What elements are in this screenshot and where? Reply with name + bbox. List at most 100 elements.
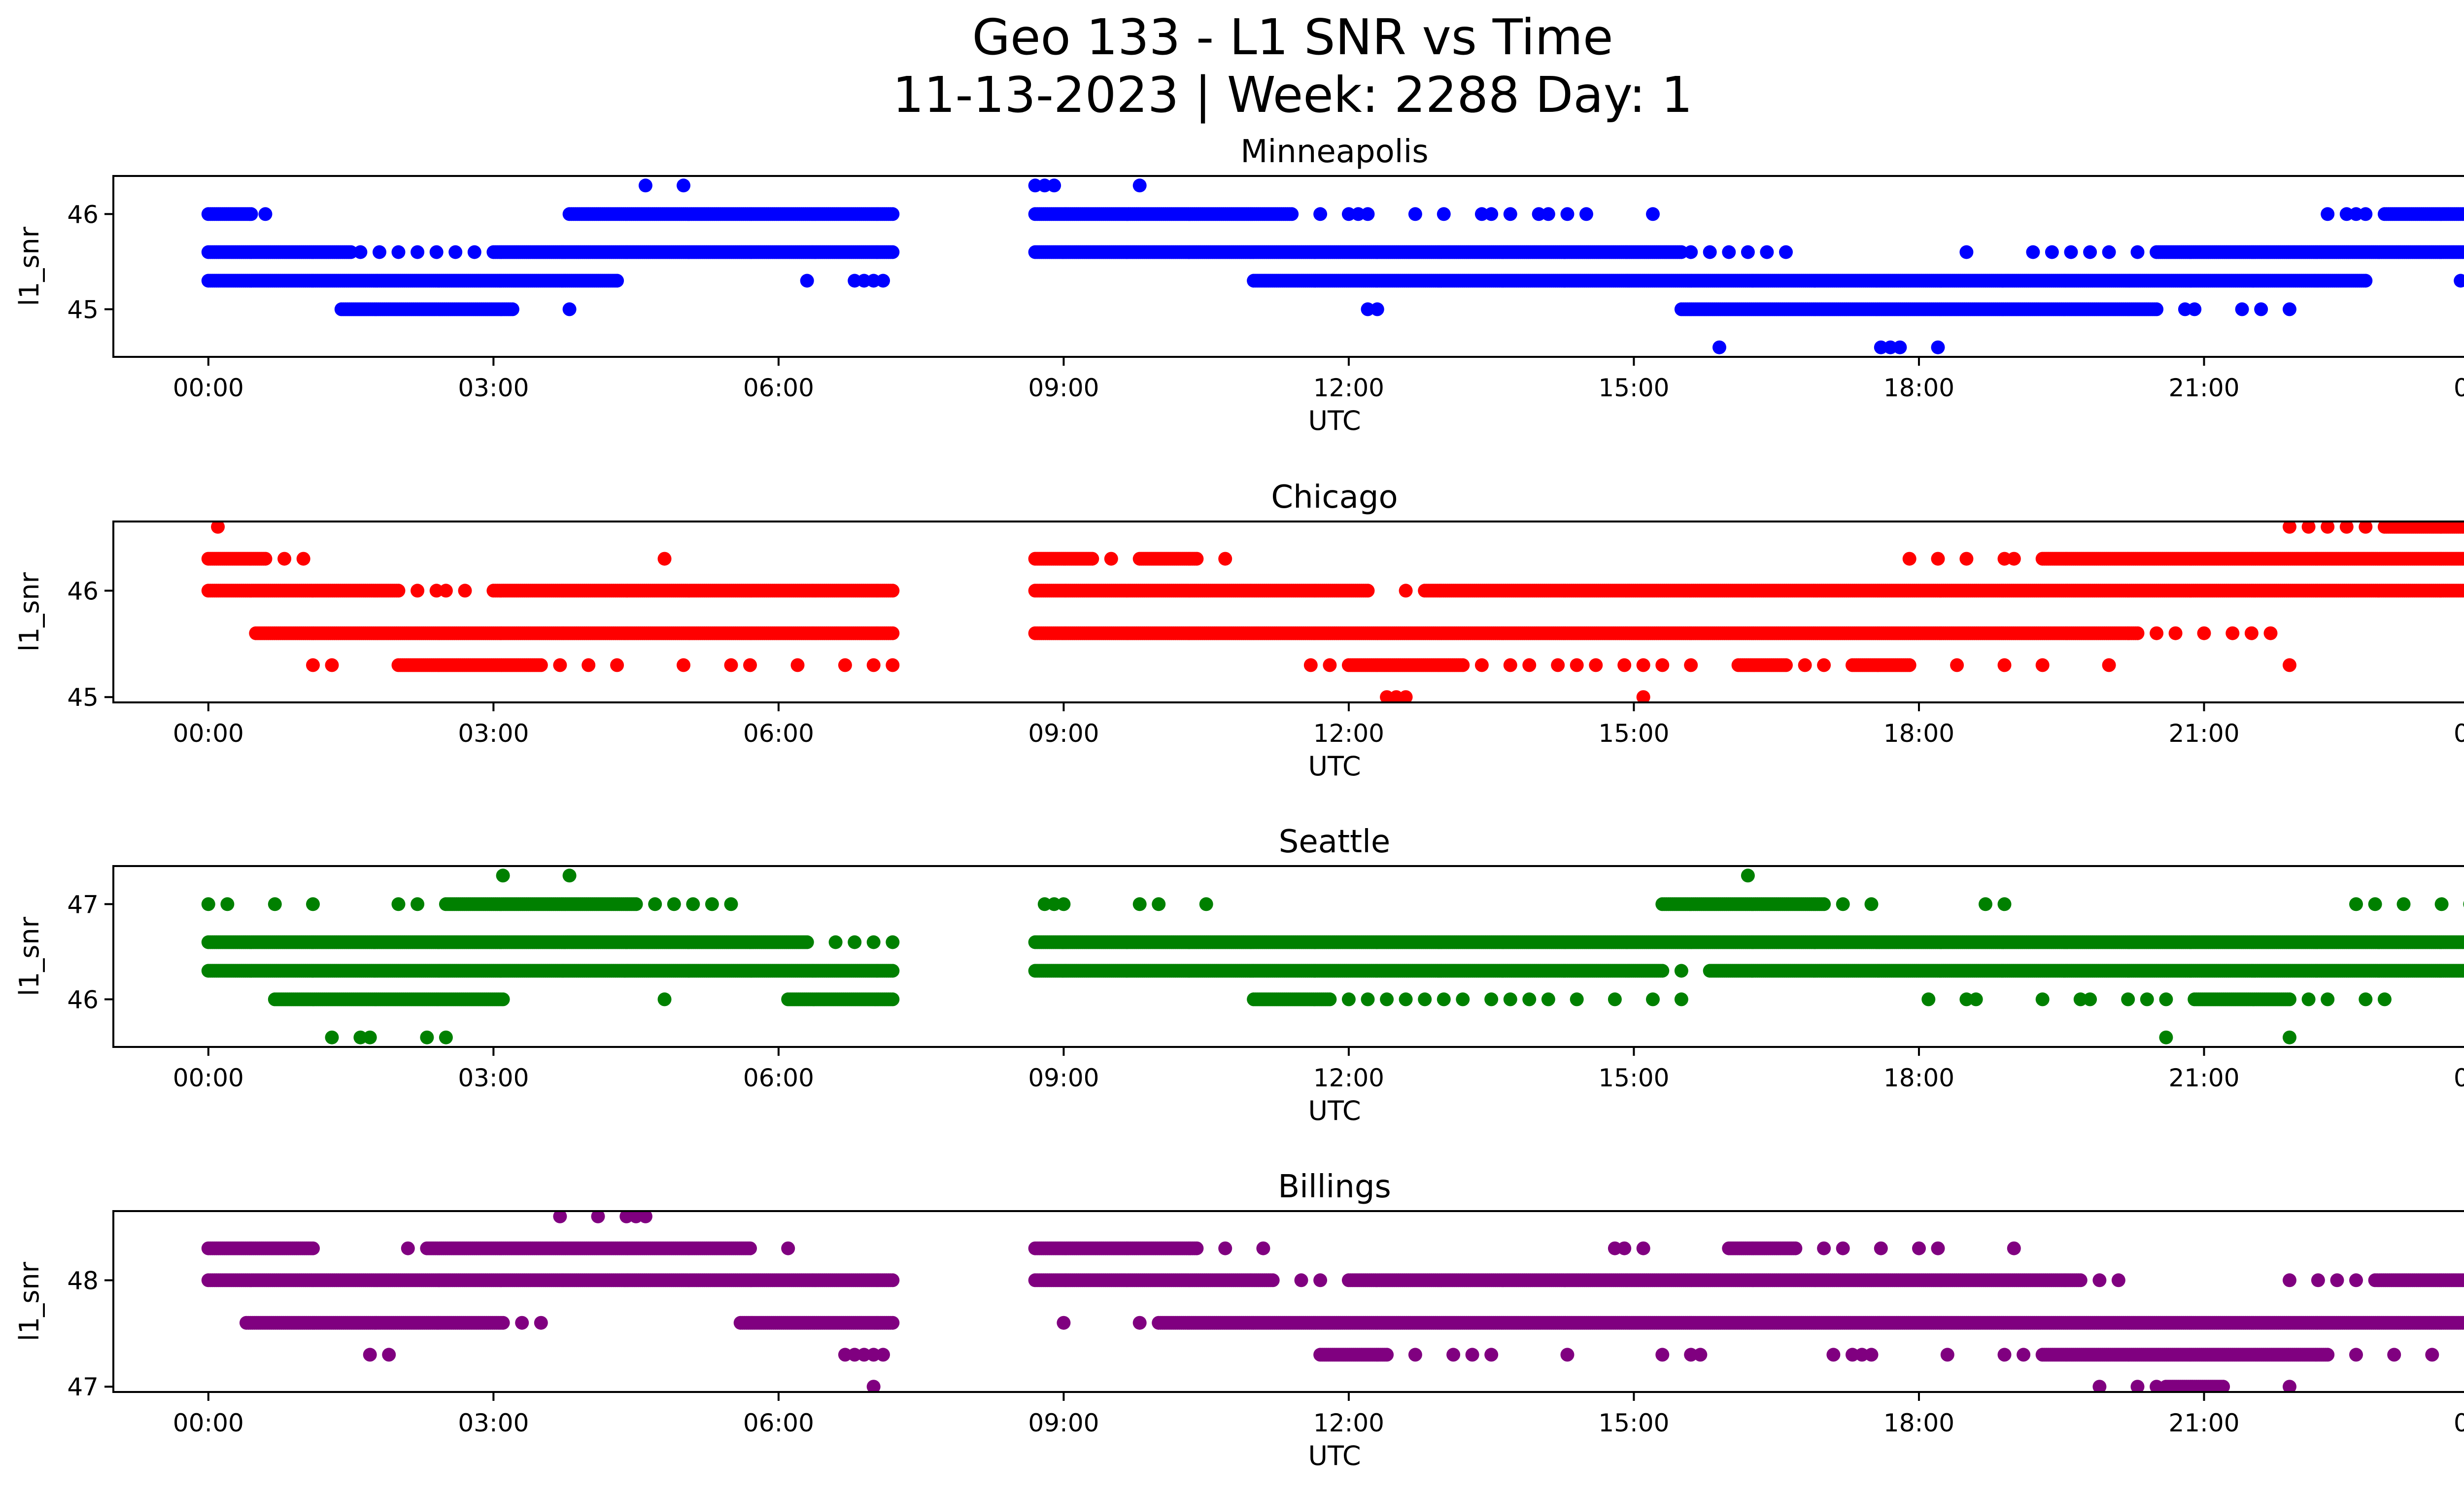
data-point: [562, 302, 577, 316]
data-point: [2434, 897, 2449, 911]
data-point: [2359, 522, 2373, 534]
figure-title-line2: 11-13-2023 | Week: 2288 Day: 1: [892, 66, 1692, 124]
data-point: [2263, 626, 2278, 640]
data-point: [2339, 207, 2354, 221]
data-point: [705, 897, 719, 911]
x-tick-label: 12:00: [1313, 374, 1384, 402]
data-point: [1532, 207, 1546, 221]
plot-frame: [112, 521, 2464, 703]
data-point: [411, 584, 425, 598]
data-point: [790, 658, 805, 672]
x-tick-label: 00:00: [2454, 374, 2464, 402]
data-point: [2321, 207, 2335, 221]
data-point: [2225, 626, 2240, 640]
data-point: [1893, 340, 1907, 354]
data-point: [244, 207, 258, 221]
data-point: [886, 626, 900, 640]
data-point: [1285, 207, 1299, 221]
data-point: [429, 245, 444, 259]
data-point: [1712, 340, 1726, 354]
data-point: [2359, 274, 2373, 288]
data-point: [439, 584, 453, 598]
data-point: [1798, 658, 1812, 672]
data-point: [886, 207, 900, 221]
data-point: [2283, 658, 2296, 672]
x-tick-label: 15:00: [1598, 374, 1669, 402]
data-point: [677, 658, 690, 672]
y-axis-label: l1_snr: [14, 226, 45, 306]
data-point: [1132, 178, 1147, 193]
data-point: [353, 245, 368, 259]
data-point: [2102, 245, 2116, 259]
data-point: [448, 245, 463, 259]
data-point: [2130, 626, 2145, 640]
data-point: [2462, 585, 2464, 596]
x-tick-label: 03:00: [458, 374, 529, 402]
data-point: [411, 245, 425, 259]
data-point: [1503, 658, 1517, 672]
y-tick-label: 45: [67, 295, 99, 324]
data-point: [1959, 245, 1974, 259]
y-tick-label: 46: [67, 577, 99, 605]
data-point: [1474, 207, 1489, 221]
data-point: [2178, 302, 2192, 316]
data-point: [1399, 690, 1413, 702]
data-point: [2064, 245, 2078, 259]
data-point: [1902, 658, 1916, 672]
data-point: [1104, 552, 1118, 566]
data-point: [220, 897, 235, 911]
data-point: [582, 658, 596, 672]
data-point: [1864, 897, 1879, 911]
data-point: [2150, 626, 2164, 640]
data-point: [1779, 245, 1793, 259]
data-point: [258, 552, 273, 566]
data-point: [1722, 245, 1736, 259]
data-point: [1579, 207, 1593, 221]
data-point: [1674, 245, 1688, 259]
series-points: [201, 522, 2464, 702]
data-point: [724, 897, 738, 911]
data-point: [1703, 245, 1717, 259]
data-point: [1047, 897, 1061, 911]
data-point: [553, 658, 567, 672]
data-point: [1997, 897, 2012, 911]
data-point: [268, 897, 282, 911]
data-point: [1646, 207, 1660, 221]
data-point: [743, 658, 757, 672]
data-point: [277, 552, 292, 566]
plot-frame: [112, 175, 2464, 358]
data-point: [866, 658, 881, 672]
data-point: [857, 274, 871, 288]
data-point: [2368, 897, 2382, 911]
data-point: [1836, 897, 1850, 911]
data-point: [1560, 207, 1574, 221]
data-point: [1655, 658, 1670, 672]
data-point: [429, 584, 444, 598]
data-point: [2007, 552, 2021, 566]
data-point: [1190, 552, 1204, 566]
x-tick-label: 15:00: [1598, 719, 1669, 748]
data-point: [1399, 584, 1413, 598]
x-tick-label: 00:00: [2454, 719, 2464, 748]
data-point: [411, 897, 425, 911]
data-point: [1361, 584, 1375, 598]
data-point: [2349, 207, 2363, 221]
data-point: [306, 658, 320, 672]
data-point: [886, 658, 900, 672]
data-point: [1931, 552, 1945, 566]
y-axis-label: l1_snr: [14, 572, 45, 652]
data-point: [391, 584, 406, 598]
data-point: [2321, 522, 2335, 534]
data-point: [1503, 207, 1517, 221]
data-point: [2462, 246, 2464, 258]
x-tick-label: 21:00: [2168, 719, 2239, 748]
y-tick-label: 46: [67, 200, 99, 229]
data-point: [1437, 207, 1451, 221]
data-point: [1760, 245, 1774, 259]
data-point: [667, 897, 681, 911]
data-point: [1474, 658, 1489, 672]
data-point: [2045, 245, 2059, 259]
x-tick-label: 12:00: [1313, 719, 1384, 748]
